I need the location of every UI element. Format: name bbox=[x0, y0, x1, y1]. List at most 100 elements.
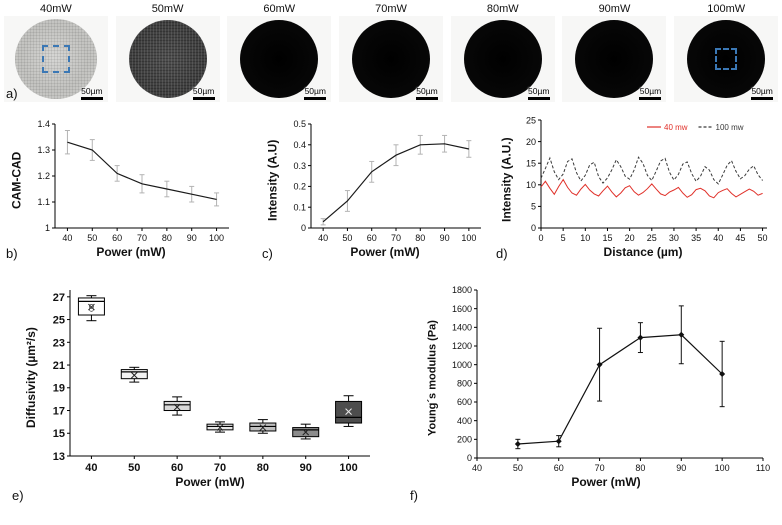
panel-label-e: e) bbox=[12, 488, 24, 503]
panel-label-a: a) bbox=[6, 86, 18, 101]
diffusivity-box-plot: 13 15 17 19 21 23 25 27 40 50 60 70 80 90 100 bbox=[53, 290, 370, 474]
panel-label-b: b) bbox=[6, 246, 18, 261]
svg-text:40: 40 bbox=[62, 233, 72, 243]
svg-text:50: 50 bbox=[87, 233, 97, 243]
microscopy-image: 50µm bbox=[227, 16, 332, 102]
scale-bar-line bbox=[304, 97, 327, 100]
svg-text:40: 40 bbox=[85, 462, 97, 474]
svg-text:50: 50 bbox=[513, 463, 523, 473]
scale-bar-label: 50µm bbox=[192, 86, 215, 96]
svg-text:70: 70 bbox=[137, 233, 147, 243]
svg-text:0: 0 bbox=[301, 223, 306, 233]
scale-bar-label: 50µm bbox=[528, 86, 550, 96]
scale-bar-label: 50µm bbox=[304, 86, 327, 96]
svg-text:1600: 1600 bbox=[452, 304, 472, 314]
svg-text:40: 40 bbox=[318, 233, 328, 243]
svg-text:800: 800 bbox=[457, 379, 472, 389]
panel-e-diffusivity: Diffusivity (µm²/s) 13 15 17 19 21 23 25 27 40 50… bbox=[22, 282, 380, 489]
scale-bar: 50µm bbox=[527, 86, 550, 100]
panel-b-cam-cad: CAM-CAD 1 1.1 1.2 1.3 1.4 40 50 60 70 80 90 100 Pow… bbox=[8, 116, 237, 259]
panel-f-youngs-modulus: Young´s modulus (Pa) 0 200 400 600 800 1000 12… bbox=[424, 282, 771, 489]
panel-label-c: c) bbox=[262, 246, 273, 261]
svg-text:400: 400 bbox=[457, 416, 472, 426]
svg-text:1800: 1800 bbox=[452, 285, 472, 295]
youngs-modulus-chart: 0 200 400 600 800 1000 1200 1400 1600 1800 40 50 60 7… bbox=[452, 285, 770, 473]
svg-text:100: 100 bbox=[209, 233, 224, 243]
svg-text:10: 10 bbox=[580, 233, 590, 243]
svg-text:15: 15 bbox=[526, 158, 536, 168]
scale-bar-line bbox=[192, 97, 215, 100]
microscopy-cell: 40mW 50µm bbox=[0, 2, 112, 102]
svg-text:100: 100 bbox=[715, 463, 730, 473]
svg-text:90: 90 bbox=[676, 463, 686, 473]
power-label: 50mW bbox=[151, 3, 184, 15]
svg-text:30: 30 bbox=[669, 233, 679, 243]
scale-bar: 50µm bbox=[751, 86, 774, 100]
panel-c-intensity: Intensity (A.U) 0 0.1 0.2 0.3 0.4 0.5 40 50 60 70… bbox=[264, 116, 489, 259]
scale-bar-label: 50µm bbox=[751, 86, 773, 96]
svg-text:40: 40 bbox=[472, 463, 482, 473]
svg-text:15: 15 bbox=[53, 428, 65, 440]
svg-text:0: 0 bbox=[531, 223, 536, 233]
svg-text:5: 5 bbox=[531, 202, 536, 212]
power-label: 80mW bbox=[486, 3, 519, 15]
svg-text:100: 100 bbox=[339, 462, 357, 474]
svg-text:10: 10 bbox=[526, 180, 536, 190]
ylabel-diffusivity: Diffusivity (µm²/s) bbox=[24, 327, 38, 429]
svg-text:19: 19 bbox=[53, 383, 65, 395]
svg-text:50: 50 bbox=[342, 233, 352, 243]
ylabel-intensity-profile: Intensity (A.U.) bbox=[499, 137, 514, 223]
microscopy-cell: 90mW 50µm bbox=[559, 2, 671, 102]
svg-text:60: 60 bbox=[171, 462, 183, 474]
svg-text:1000: 1000 bbox=[452, 360, 472, 370]
svg-text:50: 50 bbox=[128, 462, 140, 474]
microscopy-cell: 50mW 50µm bbox=[112, 2, 224, 102]
microscopy-cell: 100mW 50µm bbox=[670, 2, 782, 102]
scale-bar-line bbox=[751, 97, 774, 100]
panel-d-profiles: Intensity (A.U.) 0 5 10 15 20 25 0 5 10 15 20 25 30 3… bbox=[498, 116, 771, 259]
svg-text:80: 80 bbox=[257, 462, 269, 474]
svg-text:20: 20 bbox=[625, 233, 635, 243]
scale-bar-line bbox=[416, 97, 439, 100]
svg-text:25: 25 bbox=[53, 315, 65, 327]
scale-bar: 50µm bbox=[304, 86, 327, 100]
xlabel-distance: Distance (µm) bbox=[603, 245, 683, 259]
svg-text:90: 90 bbox=[187, 233, 197, 243]
svg-text:27: 27 bbox=[53, 292, 65, 304]
hydrogel-spot bbox=[240, 20, 319, 98]
microscopy-cell: 70mW 50µm bbox=[335, 2, 447, 102]
svg-text:1.2: 1.2 bbox=[37, 171, 50, 181]
panel-label-d: d) bbox=[496, 246, 508, 261]
microscopy-image: 50µm bbox=[450, 16, 555, 102]
hydrogel-spot bbox=[687, 20, 766, 98]
svg-text:80: 80 bbox=[162, 233, 172, 243]
panel-a-microscopy: 40mW 50µm 50mW 50µm 60mW 50µm 70mW 50µm 80mW 50µm… bbox=[0, 2, 782, 102]
svg-text:15: 15 bbox=[602, 233, 612, 243]
scale-bar-label: 50µm bbox=[639, 86, 662, 96]
svg-text:100: 100 bbox=[461, 233, 476, 243]
scale-bar-label: 50µm bbox=[81, 86, 103, 96]
svg-text:90: 90 bbox=[300, 462, 312, 474]
xlabel-power-b: Power (mW) bbox=[96, 245, 166, 259]
svg-text:80: 80 bbox=[635, 463, 645, 473]
svg-text:1: 1 bbox=[45, 223, 50, 233]
hydrogel-spot bbox=[14, 19, 97, 99]
svg-text:70: 70 bbox=[391, 233, 401, 243]
svg-text:45: 45 bbox=[735, 233, 745, 243]
power-label: 40mW bbox=[39, 3, 72, 15]
svg-text:1.1: 1.1 bbox=[37, 197, 50, 207]
xlabel-power-f: Power (mW) bbox=[571, 475, 641, 489]
svg-text:5: 5 bbox=[561, 233, 566, 243]
scale-bar: 50µm bbox=[80, 86, 103, 100]
svg-text:0: 0 bbox=[538, 233, 543, 243]
svg-text:0.5: 0.5 bbox=[293, 119, 306, 129]
microscopy-cell: 80mW 50µm bbox=[447, 2, 559, 102]
microscopy-image: 50µm bbox=[674, 16, 779, 102]
hydrogel-spot bbox=[128, 20, 207, 98]
svg-text:70: 70 bbox=[595, 463, 605, 473]
svg-text:40 mw: 40 mw bbox=[664, 123, 688, 132]
svg-text:0.4: 0.4 bbox=[293, 140, 306, 150]
cam-cad-line-chart: 1 1.1 1.2 1.3 1.4 40 50 60 70 80 90 100 bbox=[37, 119, 229, 243]
hydrogel-spot bbox=[352, 20, 431, 98]
